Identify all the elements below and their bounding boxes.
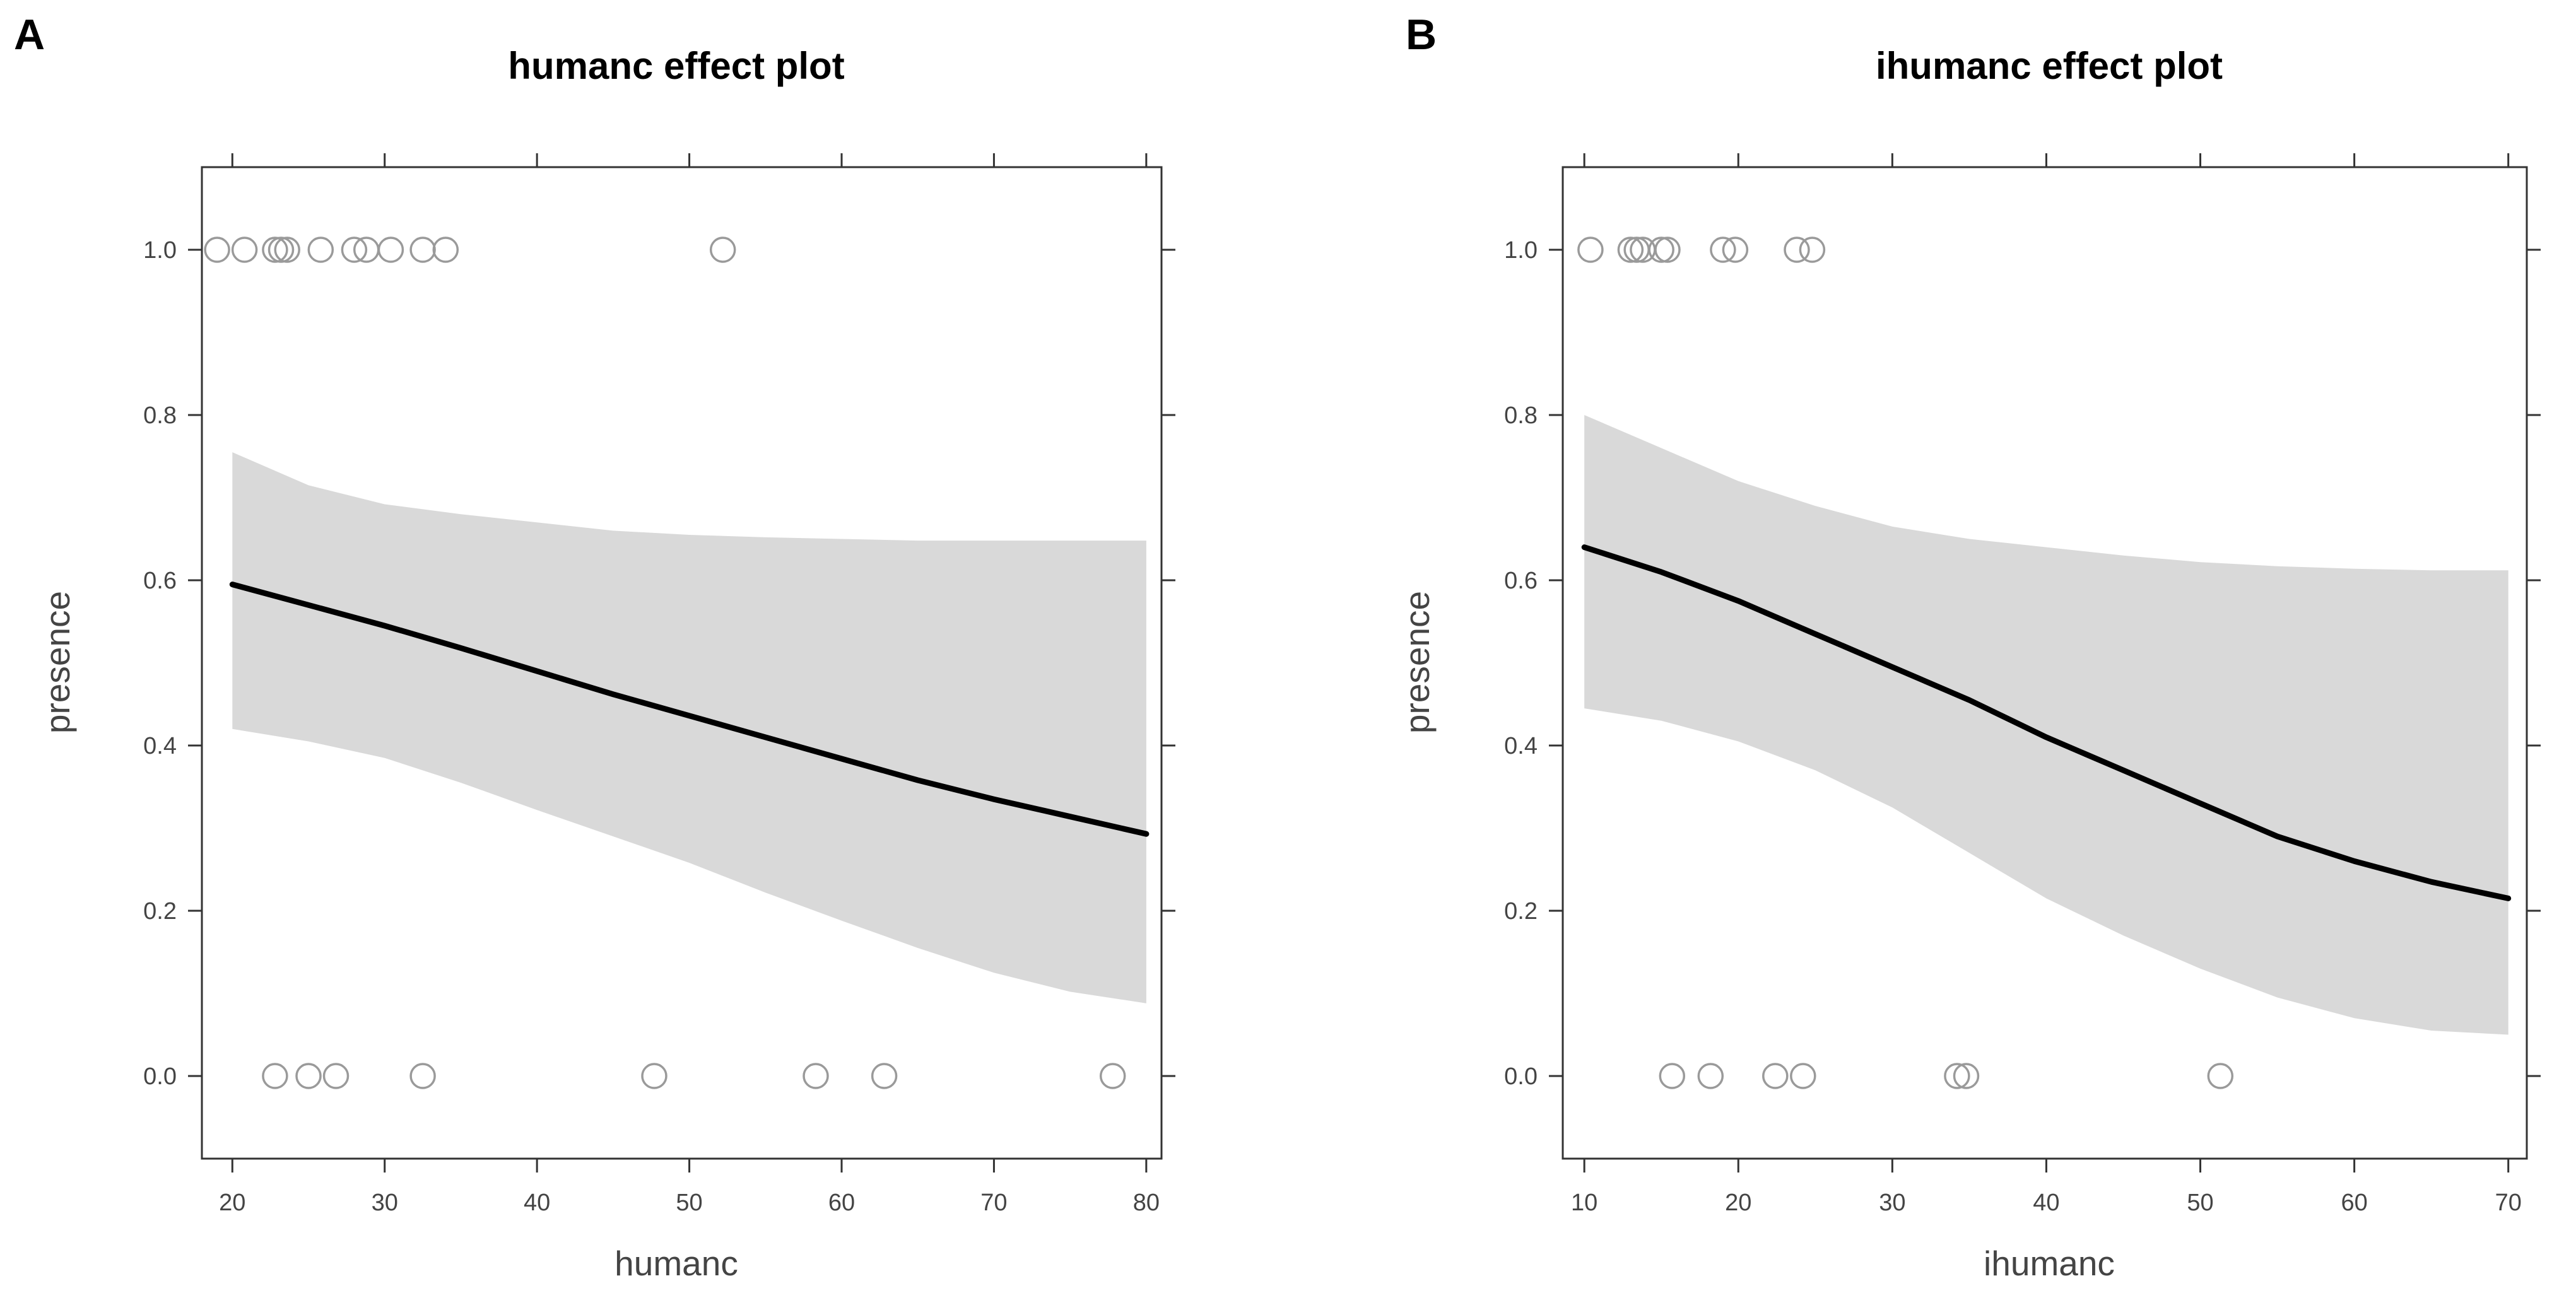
data-point-a-11 xyxy=(709,237,736,263)
data-point-b-4 xyxy=(1648,237,1674,263)
data-point-b-13 xyxy=(1790,1063,1816,1089)
y-tick-label-b-3: 0.6 xyxy=(1504,568,1538,594)
plot-frame-b xyxy=(1561,166,2528,1160)
data-point-a-1 xyxy=(231,237,258,263)
x-axis-title-b: ihumanc xyxy=(1984,1244,2115,1283)
data-point-b-10 xyxy=(1659,1063,1686,1089)
ticks-b: 10 20 30 40 50 60 70 0.0 0.2 0.4 0.6 0.8 1.0 xyxy=(1504,153,2541,1216)
effect-line-b xyxy=(1581,544,2512,901)
y-tick-label-a-5: 1.0 xyxy=(143,237,177,264)
x-tick-label-b-4: 50 xyxy=(2187,1190,2213,1216)
x-tick-label-a-5: 70 xyxy=(980,1190,1007,1216)
data-point-a-2 xyxy=(262,237,288,263)
y-tick-label-a-3: 0.6 xyxy=(143,568,177,594)
x-tick-label-b-5: 60 xyxy=(2341,1190,2367,1216)
y-axis-title-a: presence xyxy=(38,591,77,734)
x-axis-title-a: humanc xyxy=(615,1244,738,1283)
x-tick-label-a-6: 80 xyxy=(1133,1190,1160,1216)
data-point-b-15 xyxy=(1953,1063,1980,1089)
data-point-b-9 xyxy=(1799,237,1826,263)
data-point-b-6 xyxy=(1710,237,1736,263)
panel-label-b: B xyxy=(1406,11,1437,59)
x-tick-label-a-4: 60 xyxy=(828,1190,855,1216)
chart-title-a: humanc effect plot xyxy=(508,45,844,87)
data-point-b-5 xyxy=(1654,237,1681,263)
data-point-b-1 xyxy=(1617,237,1644,263)
x-tick-label-a-1: 30 xyxy=(372,1190,398,1216)
data-point-a-12 xyxy=(262,1063,288,1089)
y-tick-label-b-4: 0.8 xyxy=(1504,402,1538,429)
plot-area-a xyxy=(204,237,1150,1089)
data-point-b-14 xyxy=(1944,1063,1970,1089)
data-point-a-9 xyxy=(409,237,436,263)
confidence-band-b xyxy=(1584,415,2508,1035)
y-tick-label-b-5: 1.0 xyxy=(1504,237,1538,264)
x-tick-label-a-3: 50 xyxy=(676,1190,702,1216)
x-tick-label-b-2: 30 xyxy=(1879,1190,1905,1216)
effect-line-a xyxy=(229,582,1150,837)
data-point-a-15 xyxy=(409,1063,436,1089)
panel-b: B ihumanc effect plot ihumanc presence 1… xyxy=(1397,11,2541,1283)
chart-title-b: ihumanc effect plot xyxy=(1876,45,2223,87)
data-point-b-12 xyxy=(1762,1063,1789,1089)
data-point-a-3 xyxy=(268,237,295,263)
data-point-a-14 xyxy=(322,1063,350,1089)
data-point-a-4 xyxy=(274,237,300,263)
data-point-b-16 xyxy=(2207,1063,2234,1089)
data-point-a-5 xyxy=(307,237,334,263)
y-axis-title-b: presence xyxy=(1397,591,1437,734)
x-tick-label-b-1: 20 xyxy=(1725,1190,1751,1216)
data-point-a-19 xyxy=(1099,1063,1126,1089)
y-tick-label-a-2: 0.4 xyxy=(143,733,177,759)
data-point-b-8 xyxy=(1784,237,1810,263)
data-point-a-0 xyxy=(204,237,230,263)
data-point-a-6 xyxy=(341,237,368,263)
y-tick-label-b-2: 0.4 xyxy=(1504,733,1538,759)
y-tick-label-b-0: 0.0 xyxy=(1504,1063,1538,1090)
data-point-b-2 xyxy=(1623,237,1650,263)
y-tick-label-a-0: 0.0 xyxy=(143,1063,177,1090)
x-tick-label-b-0: 10 xyxy=(1571,1190,1597,1216)
data-point-b-11 xyxy=(1697,1063,1724,1089)
data-point-a-13 xyxy=(295,1063,322,1089)
data-point-b-7 xyxy=(1722,237,1749,263)
data-point-b-0 xyxy=(1577,237,1604,263)
y-tick-label-b-1: 0.2 xyxy=(1504,898,1538,925)
data-point-a-8 xyxy=(377,237,404,263)
plot-frame-a xyxy=(201,166,1163,1160)
panel-a: A humanc effect plot humanc presence 20 3… xyxy=(14,11,1175,1283)
x-tick-label-a-2: 40 xyxy=(524,1190,550,1216)
data-point-a-10 xyxy=(432,237,459,263)
data-point-a-16 xyxy=(641,1063,668,1089)
x-tick-label-a-0: 20 xyxy=(219,1190,245,1216)
panel-label-a: A xyxy=(14,11,45,59)
confidence-band-a xyxy=(232,452,1146,1003)
data-point-a-18 xyxy=(871,1063,898,1089)
x-tick-label-b-6: 70 xyxy=(2495,1190,2522,1216)
plot-area-b xyxy=(1577,237,2512,1089)
y-tick-label-a-4: 0.8 xyxy=(143,402,177,429)
x-tick-label-b-3: 40 xyxy=(2033,1190,2059,1216)
data-point-a-17 xyxy=(803,1063,829,1089)
ticks-a: 20 30 40 50 60 70 80 0.0 0.2 0.4 0.6 0.8 1.0 xyxy=(143,153,1175,1216)
y-tick-label-a-1: 0.2 xyxy=(143,898,177,925)
